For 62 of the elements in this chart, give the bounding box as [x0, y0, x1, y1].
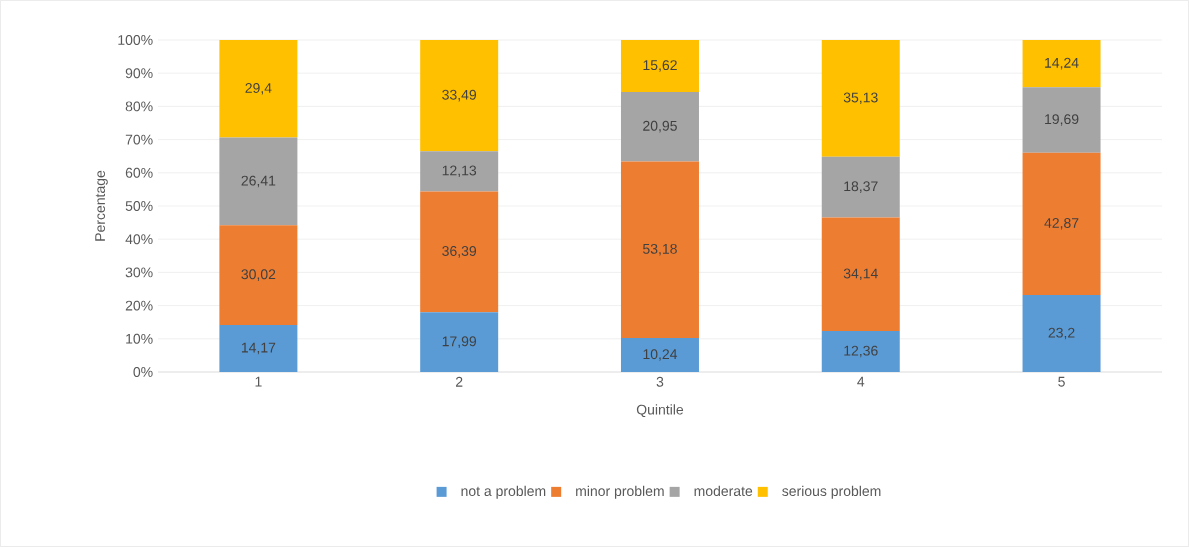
- data-label: 29,4: [245, 83, 272, 95]
- data-label: 53,18: [643, 243, 677, 256]
- bar: [420, 312, 499, 372]
- data-label: 12,36: [844, 345, 878, 358]
- bar: [821, 40, 900, 157]
- data-label: 18,37: [844, 181, 878, 193]
- bar: [620, 91, 699, 162]
- x-tick-label: 1: [255, 376, 262, 387]
- bar: [1022, 40, 1101, 88]
- bar: [821, 330, 900, 372]
- data-label: 10,24: [643, 349, 678, 361]
- bar: [620, 161, 699, 338]
- bar: [219, 225, 298, 325]
- x-tick-label: 5: [1058, 376, 1065, 387]
- y-tick-label: 80%: [125, 101, 153, 112]
- bar: [420, 191, 499, 313]
- y-tick-label: 40%: [125, 234, 153, 245]
- data-label: 36,39: [442, 246, 477, 258]
- bar: [420, 40, 499, 152]
- data-label: 30,02: [241, 269, 276, 281]
- data-label: 12,13: [442, 165, 477, 178]
- data-label: 19,69: [1045, 114, 1079, 126]
- data-label: 42,87: [1044, 218, 1079, 230]
- bar: [620, 40, 699, 92]
- x-tick-label: 3: [656, 376, 664, 387]
- y-tick-label: 0%: [133, 367, 153, 377]
- bar: [420, 151, 499, 192]
- bar: [1022, 152, 1101, 295]
- y-tick-label: 60%: [125, 167, 153, 178]
- data-label: 35,13: [843, 92, 878, 105]
- bar: [821, 156, 900, 218]
- y-tick-label: 90%: [125, 68, 153, 79]
- bar: [620, 338, 699, 372]
- data-label: 15,62: [643, 60, 677, 72]
- data-label: 23,2: [1048, 327, 1075, 340]
- bar: [219, 40, 298, 138]
- legend-label: not a problem: [461, 485, 546, 499]
- data-label: 34,14: [843, 268, 878, 281]
- data-label: 26,41: [241, 175, 276, 188]
- bar: [1022, 294, 1101, 372]
- data-label: 33,49: [442, 89, 477, 102]
- legend-label: serious problem: [782, 485, 881, 499]
- data-label: 14,17: [241, 342, 276, 355]
- y-tick-label: 30%: [125, 267, 153, 278]
- x-tick-label: 4: [857, 376, 865, 387]
- y-tick-label: 10%: [126, 333, 153, 344]
- bar: [1022, 87, 1101, 153]
- bar: [219, 137, 298, 226]
- y-axis-title: Percentage: [95, 170, 108, 241]
- bar: [821, 217, 900, 331]
- y-tick-label: 70%: [125, 134, 153, 145]
- legend-label: moderate: [694, 485, 753, 497]
- y-tick-label: 50%: [125, 201, 153, 211]
- x-axis-title: Quintile: [636, 404, 684, 418]
- y-tick-label: 100%: [118, 35, 153, 45]
- bar: [219, 324, 298, 372]
- legend-label: minor problem: [576, 485, 664, 499]
- x-tick-label: 2: [455, 376, 463, 387]
- data-label: 17,99: [442, 336, 477, 348]
- y-tick-label: 20%: [125, 300, 153, 311]
- data-label: 20,95: [643, 120, 677, 133]
- data-label: 14,24: [1045, 57, 1079, 70]
